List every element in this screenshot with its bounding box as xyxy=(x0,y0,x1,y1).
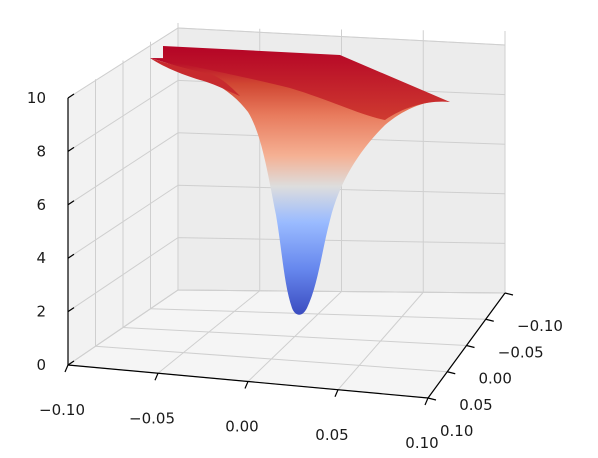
z-tick-label: 0 xyxy=(36,356,46,374)
surface-funnel xyxy=(150,58,450,315)
z-tick-label: 8 xyxy=(36,142,46,160)
y-tick-mark xyxy=(504,292,514,296)
x-tick-mark xyxy=(244,381,249,389)
x-tick-label: 0.00 xyxy=(225,418,258,436)
surface-rim-front xyxy=(150,58,240,96)
z-tick-mark xyxy=(67,253,75,259)
z-tick-label: 6 xyxy=(36,196,46,214)
z-tick-mark xyxy=(67,200,75,206)
z-tick-mark xyxy=(67,307,75,313)
surface xyxy=(150,46,450,315)
y-tick-mark xyxy=(485,318,494,322)
z-ticks: 0 2 4 6 8 10 xyxy=(27,89,75,374)
z-tick-label: 10 xyxy=(27,89,46,107)
surface-rim xyxy=(163,46,450,120)
y-tick-label: −0.05 xyxy=(498,343,544,361)
x-tick-label: −0.10 xyxy=(39,401,85,419)
y-tick-label: −0.10 xyxy=(517,317,563,335)
y-grid-line xyxy=(122,60,467,346)
y-grid-line xyxy=(95,79,448,373)
y-tick-mark xyxy=(466,344,475,349)
z-tick-mark xyxy=(67,93,75,99)
x-tick-label: −0.05 xyxy=(129,409,175,427)
y-ticks: −0.10 −0.05 0.00 0.05 0.10 xyxy=(427,292,563,440)
z-tick-mark xyxy=(67,360,75,366)
x-tick-mark xyxy=(424,397,429,406)
x-tick-mark xyxy=(334,389,339,397)
y-grid-line xyxy=(150,41,486,320)
y-tick-mark xyxy=(427,397,437,401)
x-tick-mark xyxy=(154,373,159,381)
z-tick-label: 4 xyxy=(36,249,46,267)
y-tick-label: 0.10 xyxy=(440,422,473,440)
y-grid-line xyxy=(177,23,506,294)
x-tick-label: 0.05 xyxy=(315,426,348,444)
x-ticks: −0.10 −0.05 0.00 0.05 0.10 xyxy=(39,364,439,452)
y-tick-mark xyxy=(447,371,456,375)
y-tick-label: 0.05 xyxy=(459,396,492,414)
z-tick-label: 2 xyxy=(36,303,46,321)
y-tick-label: 0.00 xyxy=(479,370,512,388)
x-tick-label: 0.10 xyxy=(405,434,438,452)
x-tick-mark xyxy=(64,364,69,373)
z-tick-mark xyxy=(67,146,75,152)
